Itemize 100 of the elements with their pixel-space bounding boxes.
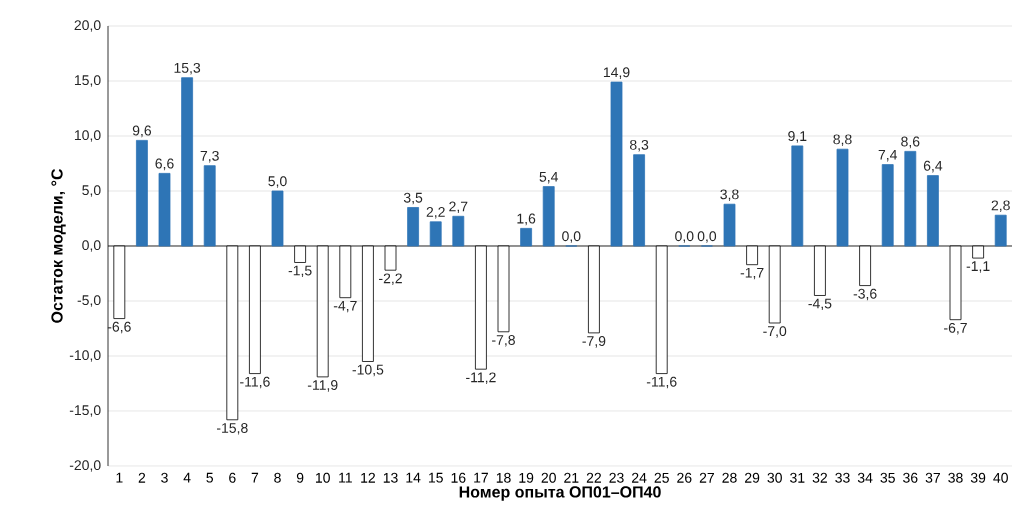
x-tick-label: 17 bbox=[474, 472, 488, 483]
x-tick-label: 31 bbox=[790, 472, 805, 483]
bar bbox=[452, 215, 465, 247]
x-tick-label: 32 bbox=[812, 472, 827, 483]
x-tick-label: 19 bbox=[519, 472, 534, 483]
data-label: -3,6 bbox=[853, 288, 877, 301]
data-label: 2,8 bbox=[991, 200, 1010, 212]
data-label: 15,3 bbox=[174, 62, 201, 75]
y-tick-label: 0,0 bbox=[82, 240, 101, 252]
data-label: -4,5 bbox=[808, 298, 832, 311]
bar bbox=[881, 164, 894, 247]
data-label: -11,6 bbox=[240, 376, 270, 389]
bar bbox=[994, 214, 1007, 247]
bar bbox=[904, 150, 917, 247]
y-tick-label: -20,0 bbox=[69, 460, 101, 472]
data-label: 5,0 bbox=[268, 176, 287, 188]
data-label: 1,6 bbox=[517, 213, 536, 226]
x-tick-label: 29 bbox=[745, 472, 760, 483]
x-tick-label: 1 bbox=[116, 472, 123, 483]
data-label: -11,6 bbox=[646, 376, 677, 389]
y-tick-label: 10,0 bbox=[74, 130, 101, 142]
x-tick-label: 2 bbox=[138, 472, 146, 483]
x-tick-label: 33 bbox=[835, 472, 850, 483]
bar bbox=[542, 186, 555, 247]
data-label: -7,0 bbox=[763, 326, 787, 338]
bar bbox=[927, 175, 939, 247]
data-label: 14,9 bbox=[603, 67, 630, 79]
x-tick-label: 26 bbox=[677, 472, 692, 483]
data-label: 5,4 bbox=[539, 171, 559, 184]
x-tick-label: 6 bbox=[229, 472, 236, 483]
bar bbox=[791, 145, 804, 247]
data-label: 8,8 bbox=[833, 134, 852, 146]
x-tick-label: 13 bbox=[383, 472, 398, 483]
data-label: 9,1 bbox=[788, 131, 807, 143]
x-tick-label: 38 bbox=[948, 472, 963, 483]
data-label: 0,0 bbox=[562, 231, 581, 243]
data-label: 7,3 bbox=[200, 150, 219, 163]
data-label: 3,5 bbox=[403, 192, 423, 205]
data-label: 3,8 bbox=[720, 189, 739, 201]
x-axis-title: Номер опыта ОП01–ОП40 bbox=[459, 486, 661, 501]
x-tick-label: 36 bbox=[903, 472, 918, 483]
bar bbox=[520, 227, 533, 247]
x-tick-label: 11 bbox=[339, 472, 352, 483]
data-label: 2,7 bbox=[449, 201, 468, 214]
data-label: -2,2 bbox=[379, 273, 402, 285]
x-tick-label: 3 bbox=[161, 472, 168, 483]
y-tick-label: 5,0 bbox=[82, 185, 101, 197]
data-label: 6,6 bbox=[155, 158, 174, 171]
data-label: -10,5 bbox=[352, 364, 384, 377]
data-label: -6,6 bbox=[107, 321, 131, 334]
y-tick-label: 20,0 bbox=[74, 20, 101, 32]
x-tick-label: 24 bbox=[632, 472, 647, 483]
x-tick-label: 16 bbox=[451, 472, 466, 483]
data-label: 9,6 bbox=[132, 125, 152, 138]
data-label: -1,5 bbox=[288, 265, 312, 278]
x-tick-label: 28 bbox=[722, 472, 737, 483]
x-tick-label: 23 bbox=[609, 472, 624, 483]
x-tick-label: 25 bbox=[654, 472, 669, 483]
bar bbox=[181, 77, 194, 247]
x-tick-label: 30 bbox=[767, 472, 782, 483]
x-tick-label: 12 bbox=[361, 472, 375, 483]
x-tick-label: 37 bbox=[925, 472, 940, 483]
data-label: -7,9 bbox=[582, 336, 606, 348]
bar bbox=[203, 165, 216, 247]
bar bbox=[723, 203, 736, 247]
bar bbox=[158, 172, 171, 247]
y-tick-label: -5,0 bbox=[77, 295, 101, 307]
data-label: -1,1 bbox=[966, 261, 990, 273]
data-label: 2,2 bbox=[426, 207, 445, 219]
x-tick-label: 35 bbox=[880, 472, 895, 483]
x-tick-label: 8 bbox=[274, 472, 281, 483]
x-tick-label: 34 bbox=[857, 472, 873, 483]
data-label: 7,4 bbox=[878, 149, 898, 162]
x-tick-label: 18 bbox=[496, 472, 511, 483]
data-label: -7,8 bbox=[492, 334, 515, 347]
x-tick-label: 22 bbox=[586, 472, 601, 483]
y-tick-label: -10,0 bbox=[69, 350, 101, 362]
x-tick-label: 7 bbox=[251, 472, 259, 483]
x-tick-label: 9 bbox=[296, 472, 304, 483]
data-label: -6,7 bbox=[944, 322, 967, 335]
x-tick-label: 4 bbox=[183, 472, 191, 483]
data-label: 8,6 bbox=[901, 136, 920, 149]
data-label: 0,0 bbox=[675, 231, 694, 243]
x-tick-label: 21 bbox=[564, 472, 579, 483]
bar bbox=[429, 221, 442, 247]
data-label: -1,7 bbox=[740, 267, 764, 280]
x-tick-label: 14 bbox=[406, 472, 421, 483]
data-label: 8,3 bbox=[629, 139, 649, 152]
bar bbox=[836, 148, 849, 247]
data-label: -11,2 bbox=[466, 372, 496, 384]
x-tick-label: 5 bbox=[206, 472, 214, 483]
data-label: -11,9 bbox=[307, 380, 338, 392]
x-tick-label: 27 bbox=[699, 472, 714, 483]
bar bbox=[610, 81, 623, 247]
data-label: -15,8 bbox=[216, 422, 248, 435]
y-tick-label: 15,0 bbox=[74, 75, 101, 87]
x-tick-label: 15 bbox=[428, 472, 443, 483]
y-axis-title: Остаток модели, °C bbox=[51, 168, 66, 323]
x-tick-label: 20 bbox=[541, 472, 556, 483]
data-label: 0,0 bbox=[697, 231, 717, 243]
